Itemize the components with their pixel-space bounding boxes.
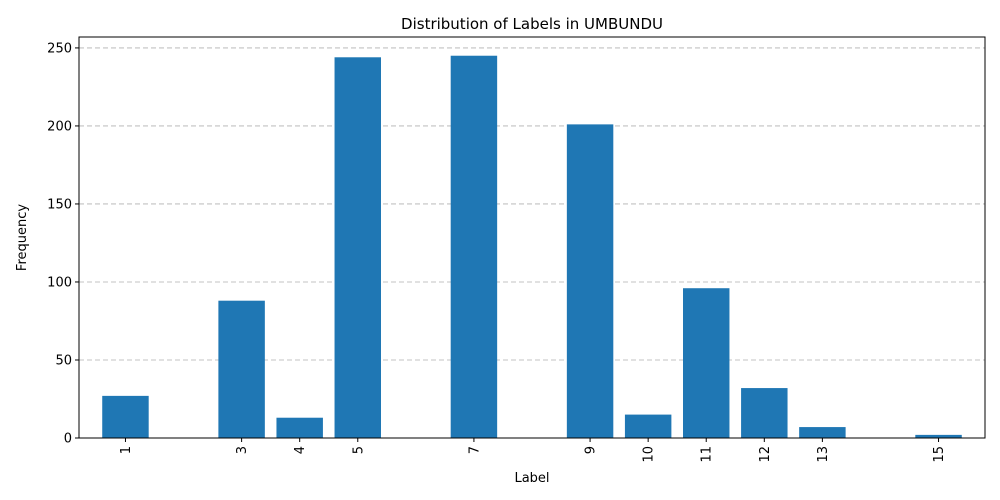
x-tick-label: 11 (700, 446, 715, 463)
x-tick-label: 10 (642, 446, 657, 463)
bar (799, 427, 846, 438)
bar (624, 414, 672, 438)
y-axis-ticks: 0 50 100 150 200 250 (47, 41, 79, 447)
x-tick-label: 7 (467, 446, 482, 454)
bar (334, 57, 381, 438)
y-axis-label: Frequency (15, 204, 30, 271)
x-tick-label: 9 (584, 446, 599, 454)
bar (683, 288, 730, 438)
plot-frame (78, 36, 986, 439)
bar (566, 124, 614, 438)
x-tick-label: 15 (932, 446, 947, 463)
bar (276, 417, 323, 438)
y-tick-label: 150 (47, 197, 72, 212)
y-tick-label: 100 (47, 275, 72, 290)
x-tick-label: 1 (119, 446, 134, 454)
bar (915, 434, 962, 438)
x-tick-label: 5 (351, 446, 366, 454)
y-tick-label: 50 (55, 353, 72, 368)
bar (741, 388, 788, 438)
x-tick-label: 13 (816, 446, 831, 463)
y-tick-label: 250 (47, 41, 72, 56)
x-tick-label: 3 (235, 446, 250, 454)
x-tick-label: 12 (758, 446, 773, 463)
bars (102, 55, 962, 439)
bar (450, 55, 498, 439)
x-axis-label: Label (514, 471, 549, 486)
chart-title: Distribution of Labels in UMBUNDU (401, 15, 663, 33)
x-axis-ticks: 1 3 4 5 7 9 10 11 12 13 15 (119, 438, 947, 463)
bar (102, 395, 149, 438)
x-tick-label: 4 (293, 446, 308, 454)
bar (218, 300, 265, 438)
y-tick-label: 200 (47, 119, 72, 134)
y-tick-label: 0 (64, 432, 72, 447)
